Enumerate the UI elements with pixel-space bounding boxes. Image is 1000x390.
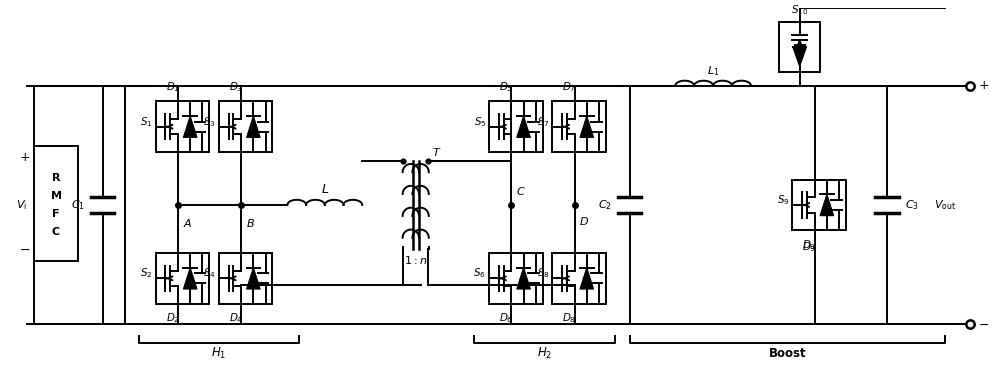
Text: $-$: $-$ — [978, 317, 989, 331]
Text: $+$: $+$ — [978, 80, 989, 92]
Bar — [219, 253, 272, 304]
Text: C: C — [52, 227, 60, 237]
Text: R: R — [52, 173, 60, 183]
Polygon shape — [247, 268, 260, 289]
Polygon shape — [580, 268, 594, 289]
Polygon shape — [183, 268, 197, 289]
Text: $A$: $A$ — [183, 216, 192, 229]
Text: M: M — [51, 191, 62, 201]
Text: $D_{8}$: $D_{8}$ — [562, 311, 576, 325]
Text: $-$: $-$ — [19, 243, 30, 256]
Text: $C_3$: $C_3$ — [905, 198, 919, 212]
Text: $S_{4}$: $S_{4}$ — [203, 267, 216, 280]
Text: $D_{7}$: $D_{7}$ — [562, 80, 576, 94]
Text: $C_2$: $C_2$ — [598, 198, 612, 212]
Text: $D_{3}$: $D_{3}$ — [229, 80, 243, 94]
Polygon shape — [517, 268, 530, 289]
Text: $S_{6}$: $S_{6}$ — [473, 267, 486, 280]
Text: $S_{2}$: $S_{2}$ — [140, 267, 153, 280]
Bar — [156, 253, 209, 304]
Text: $S_{3}$: $S_{3}$ — [203, 115, 216, 129]
Polygon shape — [793, 47, 806, 66]
Text: $D_{6}$: $D_{6}$ — [499, 311, 513, 325]
Text: $D_{2}$: $D_{2}$ — [166, 311, 180, 325]
Text: $B$: $B$ — [246, 216, 255, 229]
Polygon shape — [247, 116, 260, 137]
Text: $S_{5}$: $S_{5}$ — [474, 115, 486, 129]
Bar — [219, 101, 272, 152]
Text: Boost: Boost — [769, 347, 806, 360]
Bar — [552, 253, 606, 304]
Polygon shape — [820, 194, 834, 216]
Text: $D_{1}$: $D_{1}$ — [166, 80, 180, 94]
Text: $T$: $T$ — [432, 145, 442, 158]
Text: $S_{9}$: $S_{9}$ — [777, 193, 789, 207]
Text: $1:n$: $1:n$ — [404, 254, 427, 266]
Text: $+$: $+$ — [19, 151, 30, 164]
Text: $V_\mathrm{out}$: $V_\mathrm{out}$ — [934, 198, 956, 212]
Text: $S_{10}$: $S_{10}$ — [791, 3, 808, 17]
Bar — [489, 253, 543, 304]
Polygon shape — [183, 116, 197, 137]
Text: $D_{9}$: $D_{9}$ — [802, 238, 816, 252]
Bar — [552, 101, 606, 152]
Bar — [792, 180, 846, 230]
Text: $D_{5}$: $D_{5}$ — [499, 80, 513, 94]
Bar — [34, 146, 78, 261]
Bar — [779, 22, 820, 72]
Text: $V_\mathrm{i}$: $V_\mathrm{i}$ — [16, 198, 28, 212]
Text: $C$: $C$ — [516, 185, 526, 197]
Text: F: F — [52, 209, 60, 219]
Polygon shape — [580, 116, 594, 137]
Text: $L_1$: $L_1$ — [707, 64, 719, 78]
Text: $S_{7}$: $S_{7}$ — [537, 115, 549, 129]
Bar — [156, 101, 209, 152]
Text: $C_1$: $C_1$ — [71, 198, 85, 212]
Text: $H_1$: $H_1$ — [211, 346, 227, 361]
Text: $D$: $D$ — [579, 215, 590, 227]
Text: $L$: $L$ — [321, 183, 329, 196]
Polygon shape — [517, 116, 530, 137]
Text: $D_9$: $D_9$ — [802, 240, 816, 254]
Text: $S_{8}$: $S_{8}$ — [537, 267, 549, 280]
Text: $D_{4}$: $D_{4}$ — [229, 311, 243, 325]
Text: $S_{1}$: $S_{1}$ — [140, 115, 153, 129]
Bar — [489, 101, 543, 152]
Text: $H_2$: $H_2$ — [537, 346, 552, 361]
